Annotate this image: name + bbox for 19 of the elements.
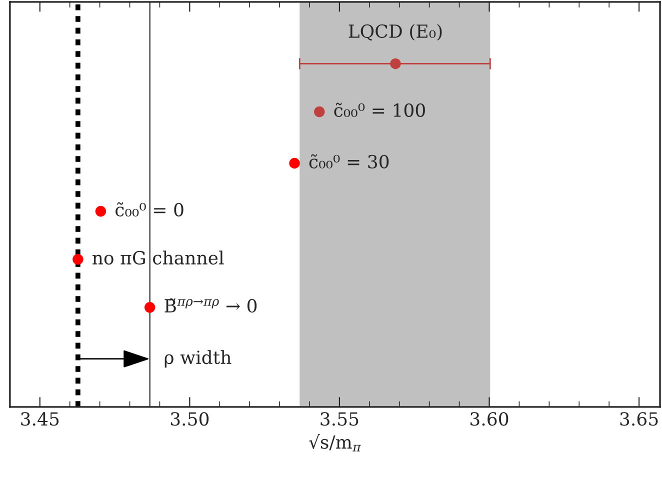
annotation: B̃$^{πρ→πρ}$ → 0 xyxy=(164,298,257,313)
annotation: ρ width xyxy=(164,350,232,368)
x-tick-label: 3.60 xyxy=(470,412,508,426)
point xyxy=(289,158,300,169)
annotation: c̃₀₀⁰ = 100 xyxy=(334,102,425,118)
x-tick-label: 3.50 xyxy=(170,412,209,426)
annotation: c̃₀₀⁰ = 30 xyxy=(309,154,389,168)
point xyxy=(144,302,156,313)
point xyxy=(390,58,401,70)
x-tick-label: 3.65 xyxy=(620,412,658,426)
point xyxy=(95,206,106,217)
annotation: no πG channel xyxy=(92,250,224,265)
x-tick-label: 3.55 xyxy=(320,412,358,426)
x-axis-title: √s/m$_{π}$ xyxy=(308,434,362,452)
x-tick-label: 3.45 xyxy=(21,412,59,426)
point xyxy=(72,254,84,265)
point xyxy=(314,106,325,118)
annotation: LQCD (E₀) xyxy=(348,24,442,41)
annotation: c̃₀₀⁰ = 0 xyxy=(115,202,184,217)
